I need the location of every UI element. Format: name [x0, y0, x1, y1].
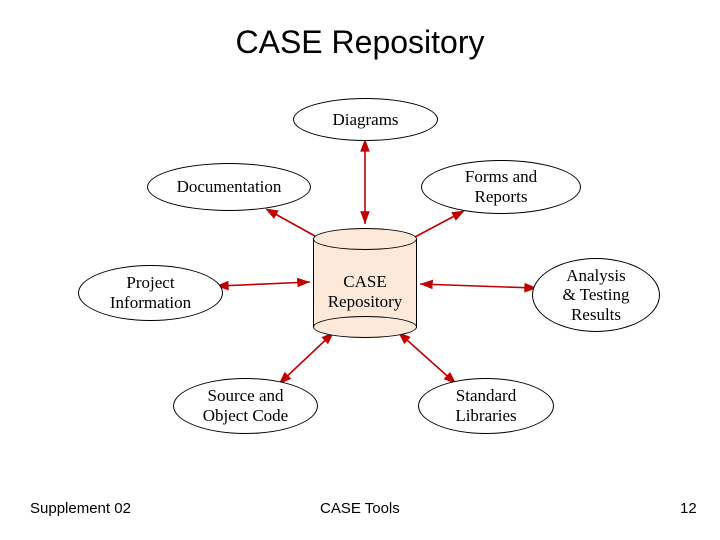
- arrow: [420, 284, 534, 288]
- cylinder-bottom: [313, 316, 417, 338]
- node-label: Documentation: [177, 177, 282, 197]
- node-standard: StandardLibraries: [418, 378, 554, 434]
- node-label: ProjectInformation: [110, 273, 191, 312]
- node-source: Source andObject Code: [173, 378, 318, 434]
- slide: CASE Repository CASERepository Diagrams D…: [0, 0, 720, 540]
- node-forms: Forms andReports: [421, 160, 581, 214]
- footer-right: 12: [680, 500, 697, 517]
- footer-center: CASE Tools: [320, 500, 400, 517]
- node-label: Forms andReports: [465, 167, 537, 206]
- cylinder-label: CASERepository: [313, 272, 417, 311]
- case-repository-cylinder: CASERepository: [313, 228, 417, 338]
- node-documentation: Documentation: [147, 163, 311, 211]
- node-analysis: Analysis& TestingResults: [532, 258, 660, 332]
- node-label: StandardLibraries: [455, 386, 516, 425]
- node-project: ProjectInformation: [78, 265, 223, 321]
- cylinder-top: [313, 228, 417, 250]
- node-label: Diagrams: [332, 110, 398, 130]
- arrow: [398, 332, 454, 382]
- node-label: Analysis& TestingResults: [563, 266, 630, 325]
- arrow: [219, 282, 310, 286]
- footer-left: Supplement 02: [30, 500, 131, 517]
- node-diagrams: Diagrams: [293, 98, 438, 141]
- slide-title: CASE Repository: [0, 24, 720, 61]
- node-label: Source andObject Code: [203, 386, 288, 425]
- arrow: [281, 332, 334, 382]
